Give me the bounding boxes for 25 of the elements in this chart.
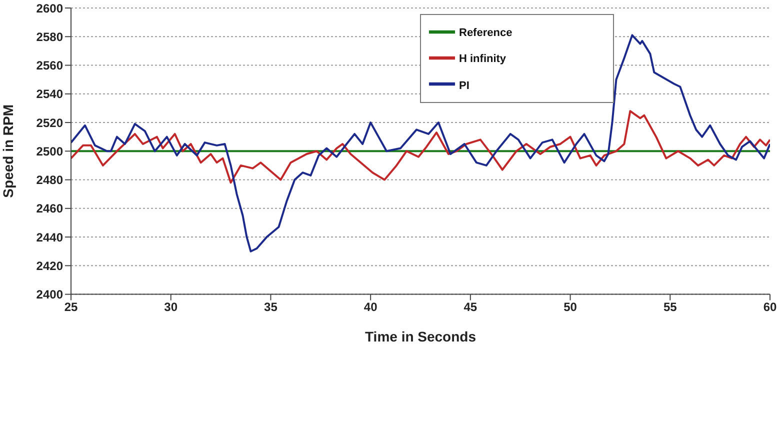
- y-tick-label: 2560: [36, 58, 64, 73]
- y-tick-label: 2420: [36, 258, 64, 273]
- line-series: [71, 110, 770, 184]
- x-tick-label: 55: [663, 300, 678, 314]
- y-tick-label: 2440: [36, 230, 64, 244]
- legend-label: Reference: [459, 27, 512, 40]
- y-tick-label: 2480: [36, 173, 64, 188]
- x-tick-label: 40: [364, 300, 378, 314]
- x-axis-title: Time in Seconds: [365, 328, 476, 344]
- y-axis-title: Speed in RPM: [0, 104, 16, 198]
- x-tick-label: 35: [264, 300, 278, 314]
- y-tick-label: 2520: [36, 116, 64, 130]
- legend-label: PI: [459, 80, 470, 92]
- x-tick-label: 50: [564, 300, 578, 314]
- x-tick-label: 60: [763, 300, 777, 314]
- y-tick-label: 2580: [36, 30, 64, 44]
- x-tick-label: 30: [164, 300, 178, 314]
- x-tick-label: 45: [464, 300, 478, 314]
- y-tick-label: 2600: [36, 1, 64, 16]
- y-tick-label: 2400: [36, 288, 64, 302]
- x-tick-label: 25: [64, 300, 78, 314]
- y-tick-label: 2500: [36, 144, 64, 158]
- legend-label: H infinity: [459, 53, 506, 66]
- y-tick-label: 2540: [36, 87, 64, 102]
- y-tick-label: 2460: [36, 202, 64, 216]
